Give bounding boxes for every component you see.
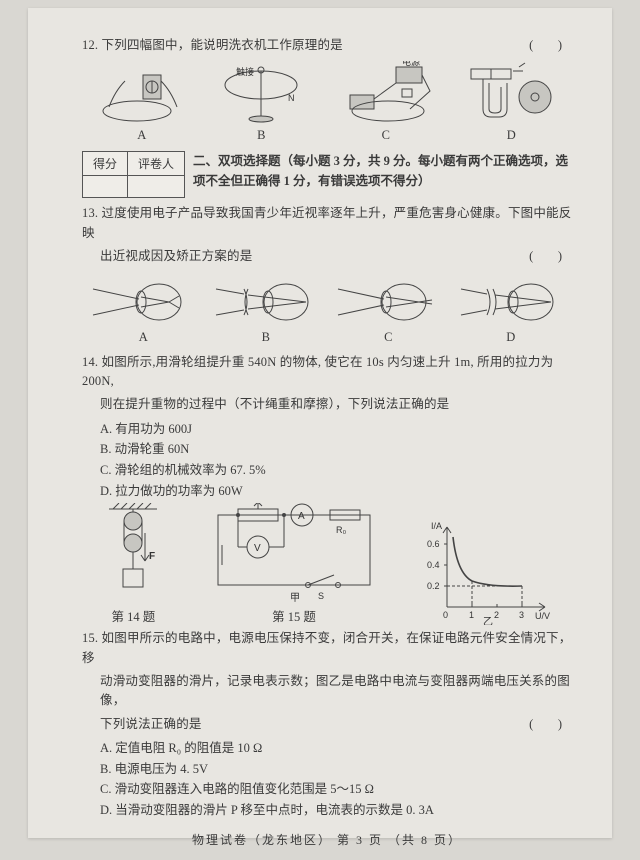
q15-A: A. 定值电阻 R₀ 的阻值是 10 Ω [100, 738, 572, 759]
q15-stem1: 15. 如图甲所示的电路中，电源电压保持不变，闭合开关，在保证电路元件安全情况下… [82, 629, 572, 668]
q12-labelB: B [257, 128, 265, 143]
q13-figB: B [214, 277, 318, 345]
q15-paren: ( ) [529, 715, 572, 734]
yt1: 0.4 [427, 560, 440, 570]
compass-field-icon: N 触接 [216, 61, 306, 125]
circ-V: V [254, 543, 261, 554]
q12-labelD: D [507, 128, 516, 143]
q15-C: C. 滑动变阻器连入电路的阻值变化范围是 5～15 Ω [100, 779, 572, 800]
q12-stem: 12. 下列四幅图中，能说明洗衣机工作原理的是 ( ) [82, 36, 572, 55]
score-h1: 得分 [83, 152, 128, 176]
score-cell1 [83, 176, 128, 198]
q13-labelB: B [262, 330, 270, 345]
page-footer: 物理试卷（龙东地区） 第 3 页 （共 8 页） [82, 831, 572, 848]
circuit-diagram-icon: P A R₀ V S [204, 503, 384, 603]
score-box: 得分 评卷人 [82, 151, 185, 198]
q12-labelC: C [382, 128, 390, 143]
q15-stem3: 下列说法正确的是 ( ) [82, 715, 572, 734]
chart-xl: U/V [535, 611, 550, 621]
score-h2: 评卷人 [128, 152, 185, 176]
eye-diagram-C-icon [336, 277, 440, 327]
q12-paren: ( ) [529, 36, 572, 55]
eye-diagram-D-icon [459, 277, 563, 327]
q13-labelA: A [139, 330, 148, 345]
q12-stem-text: 12. 下列四幅图中，能说明洗衣机工作原理的是 [82, 38, 343, 52]
eye-diagram-A-icon [91, 277, 195, 327]
q12-figs: A N 触接 B 电源 C [82, 61, 572, 143]
eye-diagram-B-icon [214, 277, 318, 327]
xt3: 3 [519, 610, 524, 620]
circ-S: S [318, 591, 324, 601]
q14-C: C. 滑轮组的机械效率为 67. 5% [100, 460, 572, 481]
q13-stem2: 出近视成因及矫正方案的是 ( ) [82, 247, 572, 266]
q14-D: D. 拉力做功的功率为 60W [100, 481, 572, 502]
q15-options: A. 定值电阻 R₀ 的阻值是 10 Ω B. 电源电压为 4. 5V C. 滑… [82, 738, 572, 821]
xt2: 2 [494, 610, 499, 620]
q13-labelD: D [506, 330, 515, 345]
q15-stem3-text: 下列说法正确的是 [100, 717, 202, 731]
pulley-system-icon: F [101, 503, 165, 603]
pulley-fig: F 第 14 题 [101, 503, 165, 625]
iv-chart-icon: I/A U/V 0.6 0.4 0.2 0 1 2 3 乙 [423, 521, 553, 625]
xt1: 1 [469, 610, 474, 620]
svg-text:F: F [149, 551, 155, 562]
q13-figs: A B C [82, 277, 572, 345]
circ-R0: R₀ [336, 525, 346, 535]
q12-figC: 电源 C [336, 61, 436, 143]
yt2: 0.2 [427, 581, 440, 591]
q13-figA: A [91, 277, 195, 345]
svg-text:电源: 电源 [402, 61, 420, 67]
q13-stem1: 13. 过度使用电子产品导致我国青少年近视率逐年上升，严重危害身心健康。下图中能… [82, 204, 572, 243]
q13-paren: ( ) [529, 247, 572, 266]
q13-labelC: C [384, 330, 392, 345]
q15-cap: 第 15 题 [272, 606, 316, 625]
svg-text:N: N [288, 93, 295, 103]
section2-header: 得分 评卷人 二、双项选择题（每小题 3 分，共 9 分。每小题有两个正确选项，… [82, 151, 572, 198]
score-cell2 [128, 176, 185, 198]
q14-B: B. 动滑轮重 60N [100, 439, 572, 460]
chart-sub: 乙 [483, 616, 493, 625]
q14-cap: 第 14 题 [111, 606, 155, 625]
q14-A: A. 有用功为 600J [100, 419, 572, 440]
q13-stem2-text: 出近视成因及矫正方案的是 [100, 249, 252, 263]
q13-figD: D [459, 277, 563, 345]
svg-text:触接: 触接 [236, 66, 254, 77]
q15-B: B. 电源电压为 4. 5V [100, 759, 572, 780]
circ-cap: 甲 [290, 593, 300, 603]
q12-labelA: A [137, 128, 146, 143]
q15-D: D. 当滑动变阻器的滑片 P 移至中点时，电流表的示数是 0. 3A [100, 800, 572, 821]
q12-figB: N 触接 B [216, 61, 306, 143]
chart-fig: I/A U/V 0.6 0.4 0.2 0 1 2 3 乙 [423, 521, 553, 625]
q12-figD: D [465, 61, 557, 143]
yt0: 0.6 [427, 539, 440, 549]
electromagnet-speaker-icon [465, 61, 557, 125]
section2-title: 二、双项选择题（每小题 3 分，共 9 分。每小题有两个正确选项，选项不全但正确… [193, 151, 572, 191]
motor-circuit-icon: 电源 [336, 61, 436, 125]
circuit-fig: P A R₀ V S [204, 503, 384, 625]
xt0: 0 [443, 610, 448, 620]
q14-15-figs: F 第 14 题 P A R₀ V [82, 503, 572, 625]
q14-stem1: 14. 如图所示,用滑轮组提升重 540N 的物体, 使它在 10s 内匀速上升… [82, 353, 572, 392]
circ-A: A [298, 511, 305, 522]
q12-figA: A [97, 61, 187, 143]
q14-options: A. 有用功为 600J B. 动滑轮重 60N C. 滑轮组的机械效率为 67… [82, 419, 572, 502]
q13-figC: C [336, 277, 440, 345]
washer-principle-icon [97, 61, 187, 125]
q14-stem2: 则在提升重物的过程中（不计绳重和摩擦），下列说法正确的是 [82, 395, 572, 414]
q15-stem2: 动滑动变阻器的滑片，记录电表示数；图乙是电路中电流与变阻器两端电压关系的图像， [82, 672, 572, 711]
chart-yl: I/A [431, 521, 442, 531]
